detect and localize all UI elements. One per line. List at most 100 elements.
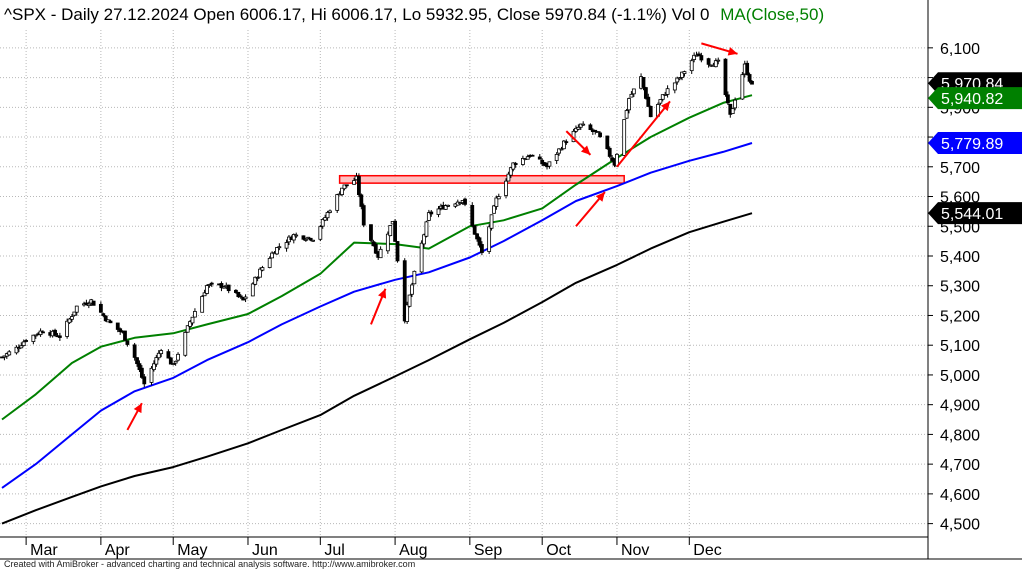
price-bar-body bbox=[725, 94, 730, 104]
price-bar-body bbox=[624, 110, 629, 119]
price-bar-body bbox=[643, 87, 648, 99]
price-bar-body bbox=[682, 71, 687, 74]
price-bar-body bbox=[463, 198, 467, 205]
price-bar-body bbox=[173, 360, 178, 364]
price-bar-body bbox=[419, 242, 424, 273]
y-tick-label: 4,900 bbox=[940, 398, 980, 415]
price-bar-body bbox=[542, 162, 547, 166]
y-tick-label: 5,300 bbox=[940, 279, 980, 296]
y-tick-label: 5,400 bbox=[940, 249, 980, 266]
price-bar-body bbox=[588, 124, 593, 130]
ma200-line bbox=[1, 212, 753, 525]
price-bar-body bbox=[494, 197, 499, 207]
price-bar-body bbox=[219, 283, 224, 289]
ma100-line bbox=[1, 142, 753, 489]
price-bar-body bbox=[470, 205, 475, 226]
price-bar-body bbox=[740, 74, 745, 100]
price-bar-body bbox=[258, 268, 262, 278]
footer-credit: Created with AmiBroker - advanced charti… bbox=[4, 559, 416, 569]
price-bar-body bbox=[284, 242, 289, 249]
price-bar-body bbox=[508, 167, 513, 176]
price-bar-body bbox=[475, 233, 479, 240]
x-tick-label: Apr bbox=[105, 542, 131, 559]
price-bar-body bbox=[530, 154, 535, 157]
price-bar-body bbox=[750, 80, 754, 85]
price-bar-body bbox=[342, 184, 347, 190]
price-bar-body bbox=[607, 147, 612, 157]
price-bar-body bbox=[730, 108, 735, 115]
annotation-arrow-shaft bbox=[616, 100, 671, 168]
price-bar-body bbox=[205, 285, 209, 294]
price-label-bg bbox=[928, 87, 1022, 110]
price-bar-body bbox=[320, 219, 325, 227]
price-bar-body bbox=[325, 212, 330, 219]
price-bar-body bbox=[627, 98, 631, 111]
y-tick-label: 5,100 bbox=[940, 338, 980, 355]
price-bar-body bbox=[410, 284, 414, 295]
annotation-arrows-layer bbox=[126, 42, 738, 431]
price-bar-body bbox=[250, 283, 255, 297]
price-label-text: 5,779.89 bbox=[941, 136, 1003, 153]
price-bar-body bbox=[103, 315, 108, 322]
price-bar-body bbox=[361, 205, 366, 226]
price-bar-body bbox=[547, 161, 552, 167]
price-bar-body bbox=[340, 187, 344, 196]
price-bar-body bbox=[429, 211, 434, 215]
price-bar-body bbox=[19, 345, 24, 349]
price-label-text: 5,940.82 bbox=[941, 91, 1003, 108]
y-tick-label: 4,700 bbox=[940, 457, 980, 474]
y-tick-label: 4,600 bbox=[940, 487, 980, 504]
price-bar-body bbox=[357, 176, 361, 196]
price-bar-body bbox=[115, 322, 120, 330]
price-bar-body bbox=[33, 334, 38, 337]
price-bar-body bbox=[677, 77, 682, 80]
price-bar-body bbox=[152, 363, 156, 370]
price-bar-body bbox=[275, 247, 279, 255]
x-tick-label: Aug bbox=[399, 542, 427, 559]
price-bar-body bbox=[209, 282, 214, 285]
price-bar-body bbox=[352, 180, 356, 185]
y-tick-label: 4,800 bbox=[940, 427, 980, 444]
price-bar-body bbox=[443, 205, 448, 210]
price-bar-body bbox=[716, 59, 721, 62]
price-bar-body bbox=[521, 158, 525, 165]
price-bar-body bbox=[745, 62, 750, 76]
price-bar-body bbox=[323, 217, 328, 221]
price-bar-body bbox=[492, 205, 496, 214]
symbol-info: ^SPX - Daily 27.12.2024 Open 6006.17, Hi… bbox=[4, 5, 709, 24]
price-bar-body bbox=[631, 88, 636, 95]
price-bar-body bbox=[154, 357, 159, 365]
price-bar-body bbox=[422, 234, 426, 245]
price-bar-body bbox=[371, 241, 376, 247]
price-bar-body bbox=[395, 241, 400, 262]
price-bar-body bbox=[277, 246, 282, 249]
price-bar-body bbox=[393, 220, 397, 242]
price-bar-body bbox=[72, 311, 77, 316]
price-bar-body bbox=[706, 58, 711, 65]
price-bar-body bbox=[57, 335, 62, 338]
price-bar-body bbox=[159, 350, 164, 355]
price-bar-body bbox=[270, 252, 274, 259]
resistance-zone-layer bbox=[338, 174, 625, 184]
x-tick-label: Mar bbox=[30, 542, 58, 559]
price-bar-body bbox=[24, 340, 29, 342]
price-bar-body bbox=[446, 204, 451, 207]
price-bar-body bbox=[402, 260, 407, 322]
price-bar-body bbox=[605, 135, 610, 150]
price-bar-body bbox=[294, 234, 299, 237]
price-bar-body bbox=[118, 328, 123, 332]
price-bar-body bbox=[168, 357, 173, 365]
price-bar-body bbox=[511, 162, 516, 170]
chart-title: ^SPX - Daily 27.12.2024 Open 6006.17, Hi… bbox=[4, 5, 824, 24]
price-bar-body bbox=[123, 330, 127, 341]
price-label-bg bbox=[928, 202, 1022, 225]
y-tick-label: 5,000 bbox=[940, 368, 980, 385]
price-bar-body bbox=[578, 123, 583, 128]
price-bar-body bbox=[385, 233, 390, 252]
price-label: 5,544.01 bbox=[928, 202, 1022, 225]
price-bar-body bbox=[137, 363, 142, 371]
price-bar-body bbox=[598, 132, 602, 138]
price-bar-body bbox=[226, 284, 231, 292]
